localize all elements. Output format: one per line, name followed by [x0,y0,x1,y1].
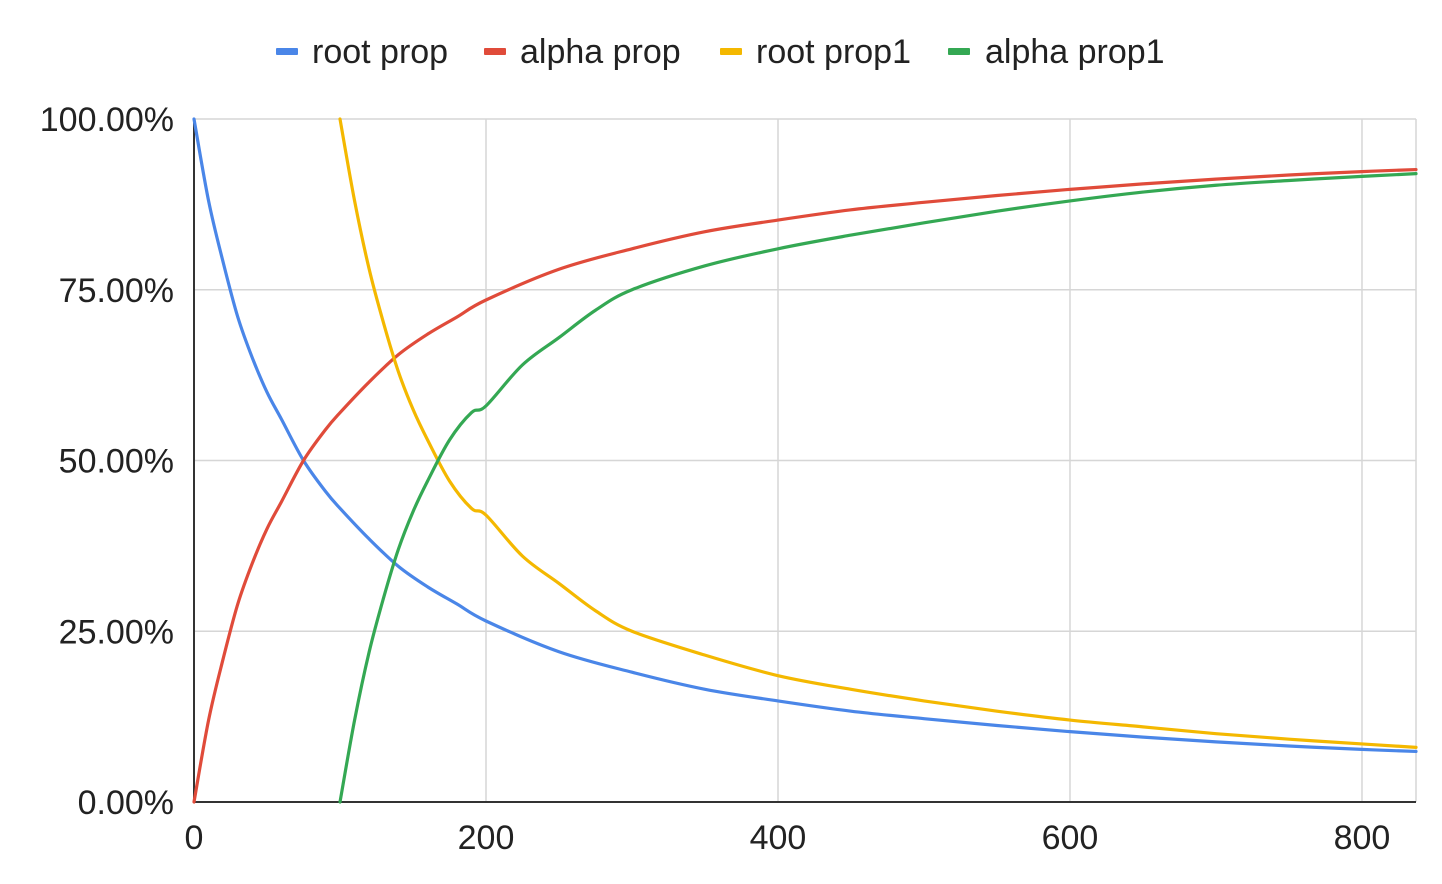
legend-swatch-alpha-prop [484,48,506,55]
series-line-root-prop [192,117,1418,754]
legend-label-alpha-prop1: alpha prop1 [985,33,1165,71]
x-tick-label: 0 [185,819,204,857]
chart-gridlines [194,118,1417,802]
x-tick-label: 400 [750,819,807,857]
legend-label-root-prop: root prop [312,33,448,71]
y-tick-label: 100.00% [40,101,174,139]
series-line-alpha-prop1 [338,172,1418,804]
x-tick-label: 200 [458,819,515,857]
chart-axes [193,119,1416,803]
legend-label-alpha-prop: alpha prop [520,33,681,71]
y-tick-label: 50.00% [59,443,174,481]
y-tick-label: 0.00% [78,784,174,822]
legend-swatch-alpha-prop1 [948,48,970,55]
y-tick-label: 75.00% [59,272,174,310]
y-tick-label: 25.00% [59,613,174,651]
x-tick-label: 600 [1042,819,1099,857]
series-line-root-prop1 [338,117,1418,749]
legend-swatch-root-prop1 [720,48,742,55]
chart-tick-labels: 0.00% 25.00% 50.00% 75.00% 100.00% 0 200 400 600… [40,101,1391,857]
series-line-alpha-prop [192,167,1418,804]
legend-swatch-root-prop [276,48,298,55]
legend-label-root-prop1: root prop1 [756,33,911,71]
x-tick-label: 800 [1334,819,1391,857]
chart-legend: root prop alpha prop root prop1 alpha prop1 [276,33,1165,71]
chart-series [192,117,1418,804]
